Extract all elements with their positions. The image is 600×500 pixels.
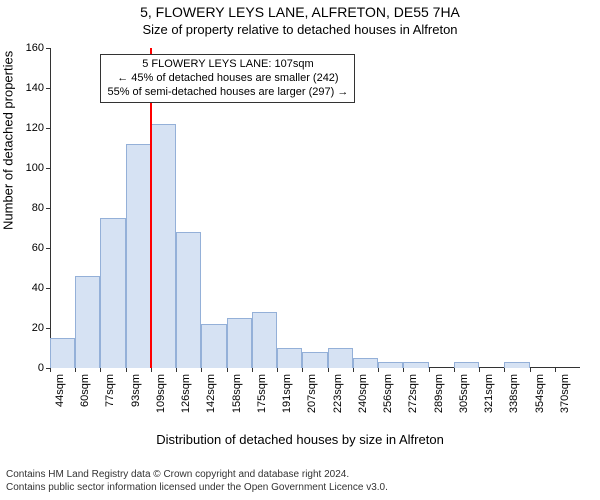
x-tick-mark — [479, 368, 480, 372]
histogram-bar — [126, 144, 151, 368]
histogram-bar — [353, 358, 378, 368]
x-tick-label: 305sqm — [458, 374, 470, 413]
histogram-bar — [328, 348, 353, 368]
x-tick-label: 321sqm — [483, 374, 495, 413]
x-tick-mark — [530, 368, 531, 372]
y-tick-label: 160 — [26, 42, 44, 54]
y-tick-mark — [46, 288, 50, 289]
histogram-bar — [151, 124, 176, 368]
x-tick-mark — [454, 368, 455, 372]
y-tick-label: 100 — [26, 162, 44, 174]
histogram-bar — [176, 232, 201, 368]
annotation-line: 55% of semi-detached houses are larger (… — [107, 86, 348, 100]
y-tick-label: 0 — [38, 362, 44, 374]
y-tick-mark — [46, 48, 50, 49]
histogram-bar — [201, 324, 226, 368]
x-tick-mark — [429, 368, 430, 372]
histogram-bar — [227, 318, 252, 368]
x-tick-mark — [151, 368, 152, 372]
y-tick-mark — [46, 88, 50, 89]
y-tick-label: 20 — [32, 322, 44, 334]
x-tick-label: 289sqm — [433, 374, 445, 413]
x-tick-mark — [378, 368, 379, 372]
x-tick-mark — [75, 368, 76, 372]
x-tick-label: 338sqm — [508, 374, 520, 413]
footer-line: Contains public sector information licen… — [6, 482, 388, 495]
x-tick-mark — [252, 368, 253, 372]
annotation-box: 5 FLOWERY LEYS LANE: 107sqm ← 45% of det… — [100, 54, 355, 103]
y-tick-mark — [46, 208, 50, 209]
x-tick-label: 370sqm — [559, 374, 571, 413]
histogram-bar — [504, 362, 529, 368]
plot-area: 5 FLOWERY LEYS LANE: 107sqm ← 45% of det… — [50, 48, 580, 368]
x-tick-label: 158sqm — [231, 374, 243, 413]
x-tick-label: 272sqm — [407, 374, 419, 413]
histogram-bar — [302, 352, 327, 368]
chart-title: 5, FLOWERY LEYS LANE, ALFRETON, DE55 7HA — [0, 4, 600, 20]
x-tick-label: 44sqm — [54, 374, 66, 407]
histogram-bar — [454, 362, 479, 368]
x-tick-mark — [555, 368, 556, 372]
y-axis-label: Number of detached properties — [1, 51, 16, 230]
y-axis-line — [50, 48, 51, 368]
histogram-bar — [378, 362, 403, 368]
x-tick-mark — [403, 368, 404, 372]
x-tick-label: 191sqm — [281, 374, 293, 413]
x-tick-mark — [126, 368, 127, 372]
x-tick-label: 142sqm — [205, 374, 217, 413]
footer: Contains HM Land Registry data © Crown c… — [6, 469, 388, 494]
x-axis-label: Distribution of detached houses by size … — [0, 432, 600, 447]
y-tick-mark — [46, 328, 50, 329]
x-tick-label: 354sqm — [534, 374, 546, 413]
chart-subtitle: Size of property relative to detached ho… — [0, 22, 600, 37]
x-tick-label: 240sqm — [357, 374, 369, 413]
histogram-bar — [75, 276, 100, 368]
histogram-bar — [252, 312, 277, 368]
x-tick-label: 93sqm — [130, 374, 142, 407]
x-tick-mark — [227, 368, 228, 372]
y-tick-mark — [46, 248, 50, 249]
x-tick-mark — [176, 368, 177, 372]
y-tick-label: 80 — [32, 202, 44, 214]
x-tick-mark — [100, 368, 101, 372]
annotation-line: 5 FLOWERY LEYS LANE: 107sqm — [107, 58, 348, 72]
figure: 5, FLOWERY LEYS LANE, ALFRETON, DE55 7HA… — [0, 0, 600, 500]
annotation-line: ← 45% of detached houses are smaller (24… — [107, 72, 348, 86]
histogram-bar — [277, 348, 302, 368]
y-tick-label: 120 — [26, 122, 44, 134]
footer-line: Contains HM Land Registry data © Crown c… — [6, 469, 388, 482]
x-tick-label: 77sqm — [104, 374, 116, 407]
x-tick-mark — [277, 368, 278, 372]
y-tick-label: 60 — [32, 242, 44, 254]
x-tick-label: 126sqm — [180, 374, 192, 413]
y-tick-label: 40 — [32, 282, 44, 294]
x-tick-mark — [50, 368, 51, 372]
y-tick-mark — [46, 128, 50, 129]
x-tick-mark — [201, 368, 202, 372]
x-tick-label: 207sqm — [306, 374, 318, 413]
x-tick-label: 60sqm — [79, 374, 91, 407]
x-tick-label: 175sqm — [256, 374, 268, 413]
x-tick-label: 223sqm — [332, 374, 344, 413]
x-tick-label: 109sqm — [155, 374, 167, 413]
y-tick-label: 140 — [26, 82, 44, 94]
histogram-bar — [50, 338, 75, 368]
y-tick-mark — [46, 168, 50, 169]
histogram-bar — [100, 218, 125, 368]
x-tick-mark — [353, 368, 354, 372]
x-tick-mark — [504, 368, 505, 372]
x-tick-label: 256sqm — [382, 374, 394, 413]
histogram-bar — [403, 362, 428, 368]
x-tick-mark — [328, 368, 329, 372]
x-tick-mark — [302, 368, 303, 372]
